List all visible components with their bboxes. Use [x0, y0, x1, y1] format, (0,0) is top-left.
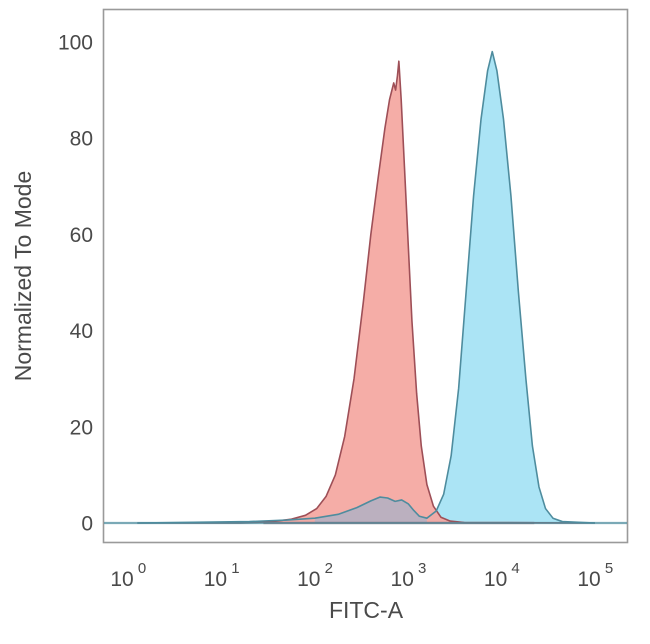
- x-tick-base: 10: [484, 568, 507, 591]
- x-axis-tick-labels: 10 0 10 1 10 2 10 3 10 4 10 5: [110, 560, 613, 591]
- x-tick-label: 10 2: [297, 560, 333, 591]
- x-tick-base: 10: [204, 568, 227, 591]
- x-tick-exponent: 0: [138, 560, 146, 577]
- series-area-blue: [137, 51, 595, 524]
- x-tick-exponent: 3: [418, 560, 426, 577]
- x-tick-label: 10 4: [484, 560, 520, 591]
- x-tick-base: 10: [391, 568, 414, 591]
- series-outline-blue: [137, 50, 596, 524]
- x-tick-exponent: 2: [325, 560, 333, 577]
- x-tick-label: 10 1: [204, 560, 240, 591]
- series-area-blue-overlay: [314, 497, 427, 523]
- y-axis-tick-labels: 0 20 40 60 80 100: [58, 32, 93, 536]
- x-tick-base: 10: [297, 568, 320, 591]
- x-tick-base: 10: [110, 568, 133, 591]
- y-axis-title: Normalized To Mode: [10, 171, 36, 382]
- y-tick-label: 0: [81, 513, 93, 536]
- x-tick-exponent: 5: [605, 560, 613, 577]
- x-tick-exponent: 1: [231, 560, 239, 577]
- x-tick-base: 10: [577, 568, 600, 591]
- x-tick-label: 10 5: [577, 560, 613, 591]
- y-tick-label: 80: [70, 128, 93, 151]
- x-tick-exponent: 4: [511, 560, 519, 577]
- y-tick-label: 40: [70, 320, 93, 343]
- x-axis-title: FITC-A: [329, 597, 404, 623]
- series-outline-red: [137, 60, 596, 524]
- y-tick-label: 100: [58, 32, 93, 55]
- series-area-red: [137, 61, 595, 524]
- x-tick-label: 10 0: [110, 560, 146, 591]
- x-tick-label: 10 3: [391, 560, 427, 591]
- y-tick-label: 60: [70, 224, 93, 247]
- y-tick-label: 20: [70, 416, 93, 439]
